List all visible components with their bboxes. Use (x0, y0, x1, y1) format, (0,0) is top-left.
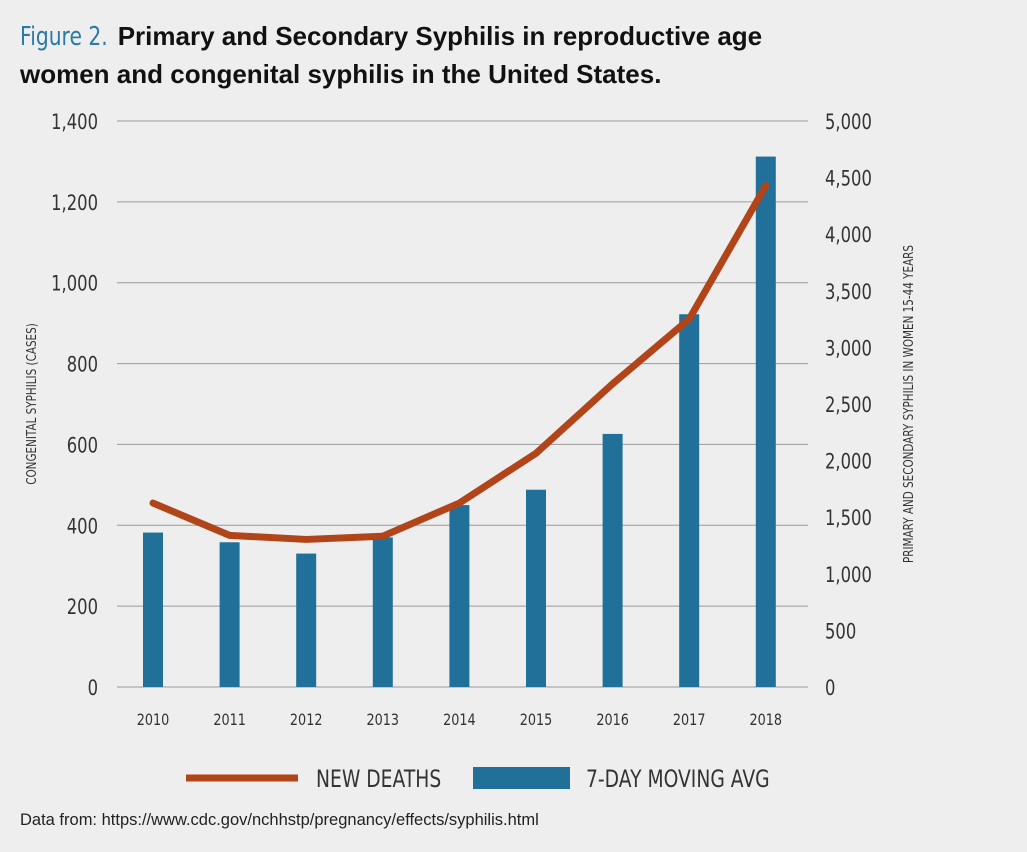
right-tick-label: 3,000 (825, 338, 872, 361)
legend-swatch-bar (473, 767, 570, 789)
legend-label-bar: 7-DAY MOVING AVG (586, 766, 770, 794)
source-note: Data from: https://www.cdc.gov/nchhstp/p… (20, 811, 539, 829)
right-tick-label: 500 (825, 621, 856, 644)
left-tick-label: 1,200 (51, 192, 98, 215)
x-tick-label: 2018 (750, 712, 783, 730)
bar (143, 532, 163, 687)
left-tick-label: 1,400 (51, 111, 98, 134)
x-tick-label: 2017 (673, 712, 706, 730)
bar (372, 537, 393, 687)
x-tick-label: 2015 (520, 712, 553, 730)
right-tick-label: 4,500 (825, 168, 872, 191)
bar (755, 156, 776, 687)
bar (449, 505, 470, 687)
bar (526, 489, 546, 687)
bar (602, 433, 623, 687)
right-tick-label: 3,500 (825, 281, 872, 304)
x-tick-label: 2010 (137, 712, 170, 730)
title-text-1: Primary and Secondary Syphilis in reprod… (117, 21, 763, 51)
figure-label: Figure 2. (20, 22, 108, 52)
line-series (149, 182, 770, 543)
right-tick-label: 4,000 (825, 224, 872, 247)
left-tick-label: 800 (67, 354, 98, 377)
right-axis-label: PRIMARY AND SECONDARY SYPHILIS IN WOMEN … (901, 245, 916, 563)
title-line-2: women and congenital syphilis in the Uni… (20, 59, 662, 89)
bar (679, 314, 700, 687)
title-line-1: Figure 2. Primary and Secondary Syphilis… (20, 18, 1000, 56)
x-tick-label: 2014 (443, 712, 476, 730)
right-tick-label: 2,500 (825, 394, 872, 417)
left-axis-label: CONGENITAL SYPHILIS (CASES) (24, 323, 39, 485)
left-tick-label: 600 (67, 435, 98, 458)
right-tick-label: 1,500 (825, 507, 872, 530)
left-tick-label: 1,000 (51, 273, 98, 296)
x-tick-label: 2016 (596, 712, 629, 730)
figure-title: Figure 2. Primary and Secondary Syphilis… (20, 18, 1000, 93)
right-tick-label: 1,000 (825, 564, 872, 587)
left-tick-label: 400 (67, 515, 98, 538)
x-tick-label: 2012 (290, 712, 323, 730)
x-tick-label: 2013 (367, 712, 400, 730)
x-tick-label: 2011 (213, 712, 246, 730)
legend-label-line: NEW DEATHS (316, 766, 441, 794)
right-tick-label: 2,000 (825, 451, 872, 474)
left-tick-label: 0 (88, 677, 98, 700)
left-tick-label: 200 (67, 596, 98, 619)
bar (296, 553, 317, 687)
bar (219, 542, 240, 687)
right-tick-label: 5,000 (825, 111, 872, 134)
right-tick-label: 0 (825, 677, 835, 700)
